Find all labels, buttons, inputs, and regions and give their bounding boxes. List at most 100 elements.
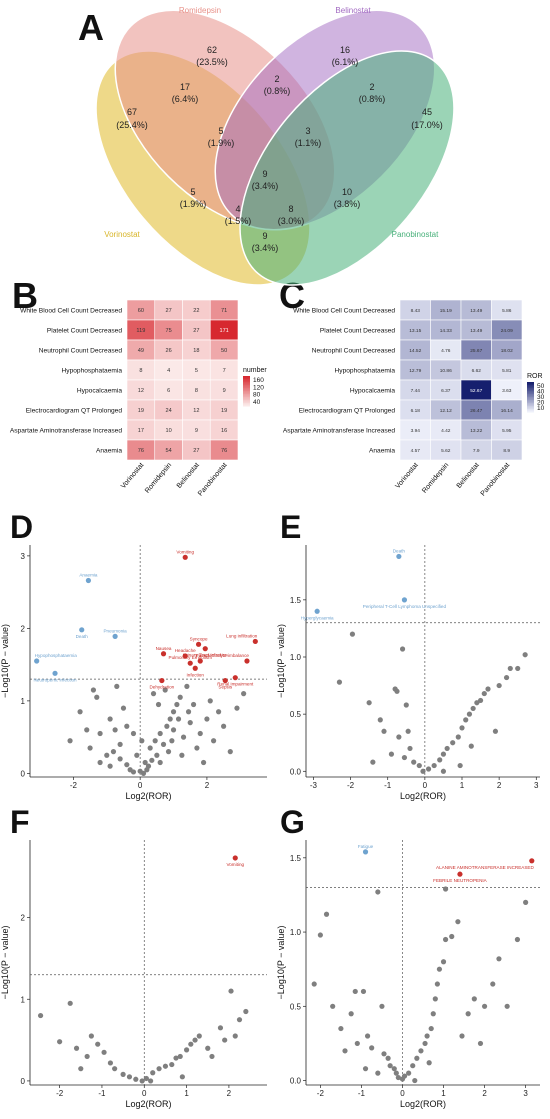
heatmap-b-cell-value: 27 — [166, 308, 172, 314]
volcano-e-point — [468, 743, 474, 749]
volcano-d-point — [180, 734, 187, 740]
heatmap-c-row-label: Neutrophil Count Decreased — [312, 348, 396, 355]
volcano-d-significant-point — [182, 554, 188, 560]
volcano-f-point — [101, 1049, 107, 1055]
volcano-g-point — [401, 1073, 408, 1079]
heatmap-c-cell-value: 6.37 — [441, 388, 451, 394]
volcano-f-point — [143, 1075, 149, 1082]
volcano-d-point — [175, 716, 182, 722]
venn-pct-rp: (3.8%) — [334, 199, 361, 209]
heatmap-c-column-label: Panobinostat — [480, 462, 512, 498]
volcano-d-point — [241, 691, 247, 697]
venn-pct-all: (3.4%) — [252, 181, 279, 191]
venn-count-vrb: 5 — [218, 126, 223, 136]
volcano-e-significant-point — [401, 597, 408, 603]
volcano-f-point — [133, 1076, 139, 1082]
venn-count-r: 62 — [207, 45, 217, 55]
volcano-f-point — [236, 1017, 243, 1023]
volcano-d-significant-point — [159, 677, 165, 684]
volcano-d-point — [227, 749, 233, 755]
heatmap-b-column-label: Romidepsin — [144, 462, 173, 495]
heatmap-c-cell-value: 5.95 — [502, 428, 512, 434]
heatmap-b-column-label: Vorinostat — [120, 462, 145, 490]
venn-count-rbp: 3 — [305, 126, 310, 136]
volcano-f-point — [232, 1033, 238, 1039]
volcano-f-point — [57, 1039, 63, 1045]
heatmap-b-legend-swatch — [243, 397, 250, 399]
heatmap-b-legend-swatch — [243, 383, 250, 386]
volcano-d-y-tick-label: 1 — [21, 697, 26, 706]
heatmap-b-cell-value: 17 — [138, 428, 144, 434]
volcano-g-point — [393, 1070, 399, 1076]
volcano-e-point — [425, 766, 432, 772]
venn-pct-bp: (0.8%) — [359, 94, 386, 104]
heatmap-b-cell-value: 27 — [193, 448, 199, 454]
volcano-d-point — [107, 763, 113, 769]
venn-pct-vrp: (3.0%) — [278, 216, 305, 226]
volcano-d-significant-point — [197, 658, 203, 664]
heatmap-c-cell-value: 3.63 — [502, 388, 512, 394]
volcano-d-significant-point — [244, 658, 250, 664]
heatmap-c-cell-value: 12.79 — [409, 368, 421, 374]
heatmap-b-legend-tick: 160 — [253, 377, 264, 384]
volcano-d-point-label: Syncope — [190, 636, 208, 641]
volcano-d-significant-point — [85, 577, 92, 584]
volcano-f-point — [217, 1025, 224, 1031]
volcano-d-point — [130, 730, 137, 737]
volcano-e-y-tick-label: 1.5 — [290, 596, 302, 605]
volcano-f-point — [179, 1074, 185, 1080]
heatmap-b-cell-value: 76 — [221, 448, 227, 454]
volcano-d-significant-point — [222, 677, 228, 684]
volcano-g-y-tick-label: 0.5 — [290, 1002, 302, 1011]
panel-label-b: B — [12, 275, 38, 316]
volcano-f-x-axis-title: Log2(ROR) — [125, 1099, 171, 1109]
volcano-g-point-label: ALANINE AMINOTRANSFERASE INCREASED — [436, 865, 534, 870]
heatmap-c-legend-swatch — [527, 392, 534, 395]
volcano-f-point — [188, 1041, 194, 1047]
heatmap-c-cell-value: 18.02 — [501, 348, 513, 354]
volcano-g-y-tick-label: 0.0 — [290, 1077, 302, 1086]
heatmap-c-cell-value: 13.15 — [409, 328, 421, 334]
volcano-g-x-tick-label: -2 — [317, 1089, 325, 1098]
heatmap-c-row-label: Aspartate Aminotransferase Increased — [283, 428, 395, 435]
volcano-g-significant-point — [457, 871, 463, 877]
volcano-d-point-label: Vomiting — [176, 549, 194, 554]
volcano-g-point — [342, 1048, 348, 1054]
volcano-e-x-tick-label: -1 — [384, 781, 392, 790]
volcano-f-y-tick-label: 0 — [21, 1077, 26, 1086]
venn-count-vr: 17 — [180, 82, 190, 92]
venn-pct-vp: (3.4%) — [252, 243, 279, 253]
volcano-e-x-tick-label: 2 — [497, 781, 502, 790]
volcano-d-significant-point — [187, 660, 193, 666]
heatmap-c-cell-value: 5.81 — [502, 368, 512, 374]
heatmap-b-cell-value: 76 — [138, 448, 144, 454]
heatmap-b-cell-value: 26 — [166, 348, 172, 354]
volcano-g-x-axis-title: Log2(ROR) — [400, 1099, 446, 1109]
volcano-e-point — [381, 728, 387, 734]
volcano-d-point — [140, 770, 147, 776]
volcano-f-point — [183, 1047, 190, 1053]
volcano-e-y-tick-label: 0.5 — [290, 710, 302, 719]
volcano-d-x-tick-label: 0 — [138, 781, 143, 790]
volcano-f-point — [67, 1000, 73, 1006]
heatmap-c-cell-value: 24.09 — [501, 328, 513, 334]
volcano-f-point — [243, 1008, 249, 1015]
volcano-g-point — [406, 1070, 412, 1076]
volcano-d-point — [120, 705, 127, 711]
volcano-d-point — [112, 727, 118, 733]
venn-count-p: 45 — [422, 107, 432, 117]
volcano-f-point — [162, 1063, 169, 1069]
heatmap-c-legend-swatch — [527, 386, 534, 389]
volcano-g-point — [362, 1066, 369, 1072]
panel-label-a: A — [78, 7, 104, 48]
volcano-g-point — [360, 988, 367, 995]
heatmap-c-cell-value: 52.67 — [470, 388, 482, 394]
volcano-d-point — [170, 727, 177, 733]
heatmap-b-legend-swatch — [243, 400, 250, 402]
volcano-f-point — [156, 1066, 162, 1072]
volcano-e-point-label: Peripheral T-Cell Lymphoma Unspecified — [363, 604, 447, 609]
heatmap-b: White Blood Cell Count Decreased 60 27 22 71… — [10, 299, 267, 498]
volcano-g-point — [496, 956, 502, 962]
heatmap-c-cell-value: 25.67 — [470, 348, 482, 354]
heatmap-c-legend-swatch — [527, 410, 534, 413]
